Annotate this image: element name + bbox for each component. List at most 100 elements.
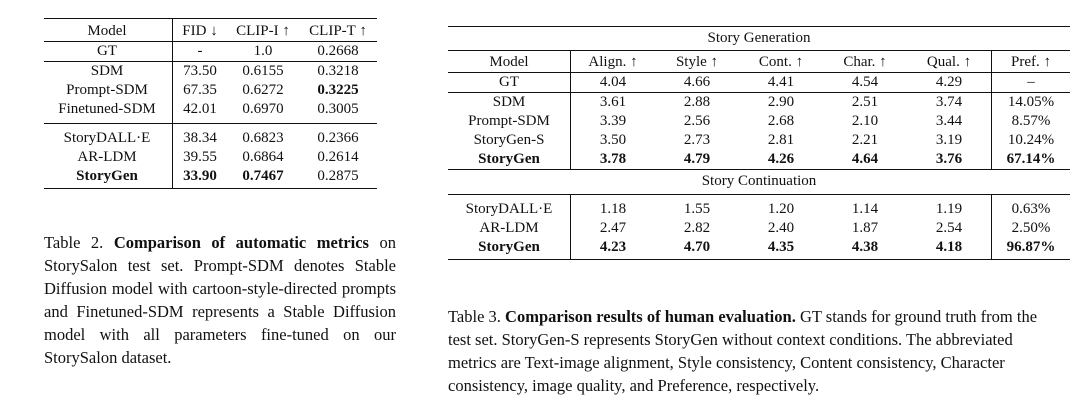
table-row: StoryGen-S 3.50 2.73 2.81 2.21 3.19 10.2…: [448, 131, 1070, 150]
table-3-pref-cell: 14.05%: [991, 92, 1070, 112]
table-3-model-cell: AR-LDM: [448, 219, 571, 238]
table-2-model-cell: GT: [44, 41, 173, 62]
table-3-caption: Table 3. Comparison results of human eva…: [448, 305, 1048, 397]
table-2-clip-i-cell: 0.6155: [227, 61, 299, 81]
table-row: StoryGen 4.23 4.70 4.35 4.38 4.18 96.87%: [448, 238, 1070, 260]
table-3-qual-cell: 3.74: [907, 92, 992, 112]
table-3-char-cell: 1.87: [851, 220, 879, 236]
table-3-style-cell: 2.88: [655, 92, 739, 112]
table-2-header-fid: FID ↓: [172, 18, 227, 42]
table-3-model-cell: SDM: [448, 92, 571, 112]
table-2-model-cell: SDM: [44, 61, 173, 81]
table-2-clip-t-cell: 0.3005: [317, 101, 359, 117]
table-3-qual-cell: 4.29: [907, 72, 992, 93]
table-row: GT 4.04 4.66 4.41 4.54 4.29 –: [448, 72, 1070, 93]
table-3-model-cell: StoryGen-S: [448, 131, 571, 150]
table-3-qual-cell: 2.54: [935, 220, 963, 236]
table-3-section-header-continuation: Story Continuation: [448, 169, 1070, 195]
table-2-fid-cell: 67.35: [183, 82, 217, 98]
table-3-char-cell: 2.51: [823, 92, 907, 112]
table-2-caption-title: Comparison of automatic metrics: [113, 233, 369, 252]
table-row: SDM 73.50 0.6155 0.3218: [44, 61, 377, 81]
table-2-clip-t-cell: 0.2875: [299, 167, 377, 189]
table-3-align-cell: 2.47: [599, 220, 627, 236]
table-3-pref-cell-best: 96.87%: [991, 238, 1070, 260]
table-3-char-cell: 4.54: [823, 72, 907, 93]
table-2-clip-i-cell: 0.6864: [242, 149, 284, 165]
table-3-header-qual: Qual. ↑: [907, 50, 992, 73]
table-3-cont-cell: 2.90: [739, 92, 823, 112]
table-3-cont-cell: 2.81: [767, 132, 795, 148]
table-2-clip-t-cell: 0.2366: [299, 123, 377, 148]
table-3-style-cell-best: 4.79: [683, 151, 711, 167]
table-3-pref-cell: 10.24%: [991, 131, 1070, 150]
table-2-header-clip-i: CLIP-I ↑: [227, 18, 299, 42]
table-2-header-clip-t: CLIP-T ↑: [299, 18, 377, 42]
table-2-fid-cell: 38.34: [172, 123, 227, 148]
table-3-header-pref: Pref. ↑: [991, 50, 1070, 73]
table-3-model-cell-ours: StoryGen: [448, 150, 571, 170]
table-3-section-header-generation: Story Generation: [448, 26, 1070, 51]
table-3-header-char: Char. ↑: [823, 50, 907, 73]
table-3-human-evaluation: Story Generation Model Align. ↑ Style ↑ …: [448, 26, 1070, 260]
table-3-style-cell: 2.73: [683, 132, 711, 148]
table-3-style-cell: 4.66: [655, 72, 739, 93]
table-3-header-align: Align. ↑: [570, 50, 655, 73]
table-row: StoryDALL·E 38.34 0.6823 0.2366: [44, 123, 377, 148]
table-row: StoryGen 3.78 4.79 4.26 4.64 3.76 67.14%: [448, 150, 1070, 170]
table-3-style-cell: 2.82: [683, 220, 711, 236]
table-3-qual-cell: 3.19: [935, 132, 963, 148]
table-3-align-cell: 1.18: [570, 194, 655, 219]
table-3-style-cell: 2.56: [683, 113, 711, 129]
table-3-caption-label: Table 3.: [448, 307, 501, 326]
table-2-model-cell: Prompt-SDM: [44, 81, 173, 100]
table-2-fid-cell: 39.55: [183, 149, 217, 165]
table-3-caption-body: GT stands for ground truth from the test…: [448, 307, 1038, 395]
table-row: Prompt-SDM 67.35 0.6272 0.3225: [44, 81, 377, 100]
table-3-cont-cell-best: 4.35: [739, 238, 823, 260]
table-2-caption-body: on StorySalon test set. Prompt-SDM denot…: [44, 233, 396, 367]
table-3-char-cell-best: 4.38: [823, 238, 907, 260]
table-3-qual-cell: 1.19: [907, 194, 992, 219]
table-3-section-title: Story Continuation: [448, 169, 1070, 195]
table-3-header-cont: Cont. ↑: [739, 50, 823, 73]
table-3-cont-cell: 2.40: [767, 220, 795, 236]
table-2-fid-cell: 73.50: [172, 61, 227, 81]
table-3-align-cell-best: 3.78: [599, 151, 627, 167]
table-3-pref-cell: 0.63%: [991, 194, 1070, 219]
table-row: Finetuned-SDM 42.01 0.6970 0.3005: [44, 100, 377, 124]
table-2-clip-i-cell: 0.6823: [227, 123, 299, 148]
table-3-align-cell-best: 4.23: [570, 238, 655, 260]
table-2-model-cell: AR-LDM: [44, 148, 173, 167]
table-3-cont-cell: 2.68: [767, 113, 795, 129]
table-2-clip-t-cell: 0.2668: [299, 41, 377, 62]
table-3-model-cell: GT: [448, 72, 571, 93]
table-3-qual-cell: 3.44: [935, 113, 963, 129]
table-3-align-cell: 4.04: [570, 72, 655, 93]
table-3-cont-cell-best: 4.26: [767, 151, 795, 167]
table-2-header-row: Model FID ↓ CLIP-I ↑ CLIP-T ↑: [44, 18, 377, 42]
table-2-clip-t-cell: 0.2614: [317, 149, 359, 165]
table-3-style-cell: 1.55: [655, 194, 739, 219]
table-2-clip-i-cell: 1.0: [227, 41, 299, 62]
table-3-cont-cell: 1.20: [739, 194, 823, 219]
table-3-pref-cell: 2.50%: [991, 219, 1070, 238]
table-2-fid-cell: -: [172, 41, 227, 62]
table-2-clip-i-cell-best: 0.7467: [227, 167, 299, 189]
table-3-pref-cell: –: [991, 72, 1070, 93]
table-row: AR-LDM 39.55 0.6864 0.2614: [44, 148, 377, 167]
table-3-caption-title: Comparison results of human evaluation.: [505, 307, 796, 326]
table-2-caption-label: Table 2.: [44, 233, 104, 252]
table-2-fid-cell-best: 33.90: [172, 167, 227, 189]
table-3-cont-cell: 4.41: [739, 72, 823, 93]
table-row: StoryDALL·E 1.18 1.55 1.20 1.14 1.19 0.6…: [448, 194, 1070, 219]
table-3-header-style: Style ↑: [655, 50, 739, 73]
table-3-char-cell: 2.10: [851, 113, 879, 129]
table-3-pref-cell: 8.57%: [991, 112, 1070, 131]
table-3-model-cell-ours: StoryGen: [448, 238, 571, 260]
table-row: SDM 3.61 2.88 2.90 2.51 3.74 14.05%: [448, 92, 1070, 112]
table-2-clip-i-cell: 0.6970: [242, 101, 284, 117]
table-row: StoryGen 33.90 0.7467 0.2875: [44, 167, 377, 189]
table-3-style-cell-best: 4.70: [655, 238, 739, 260]
table-3-char-cell: 2.21: [851, 132, 879, 148]
